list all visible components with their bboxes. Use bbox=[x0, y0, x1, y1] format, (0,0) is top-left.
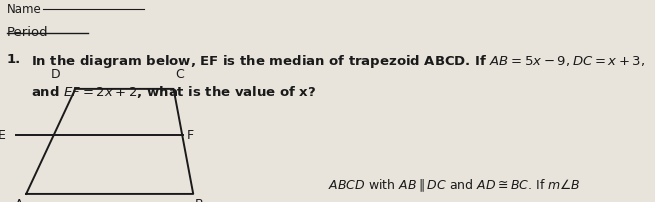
Text: and $EF = 2x + 2$, what is the value of x?: and $EF = 2x + 2$, what is the value of … bbox=[31, 84, 317, 100]
Text: Period: Period bbox=[7, 26, 48, 39]
Text: D: D bbox=[50, 68, 60, 81]
Text: Name: Name bbox=[7, 3, 41, 16]
Text: F: F bbox=[187, 129, 194, 142]
Text: In the diagram below, EF is the median of trapezoid ABCD. If $AB = 5x - 9, DC = : In the diagram below, EF is the median o… bbox=[31, 53, 646, 69]
Text: A: A bbox=[15, 198, 24, 202]
Text: 1.: 1. bbox=[7, 53, 21, 65]
Text: E: E bbox=[0, 129, 5, 142]
Text: $ABCD$ with $AB \parallel DC$ and $AD \cong BC$. If $m\angle B$: $ABCD$ with $AB \parallel DC$ and $AD \c… bbox=[328, 177, 580, 194]
Text: B: B bbox=[195, 198, 204, 202]
Text: C: C bbox=[176, 68, 184, 81]
